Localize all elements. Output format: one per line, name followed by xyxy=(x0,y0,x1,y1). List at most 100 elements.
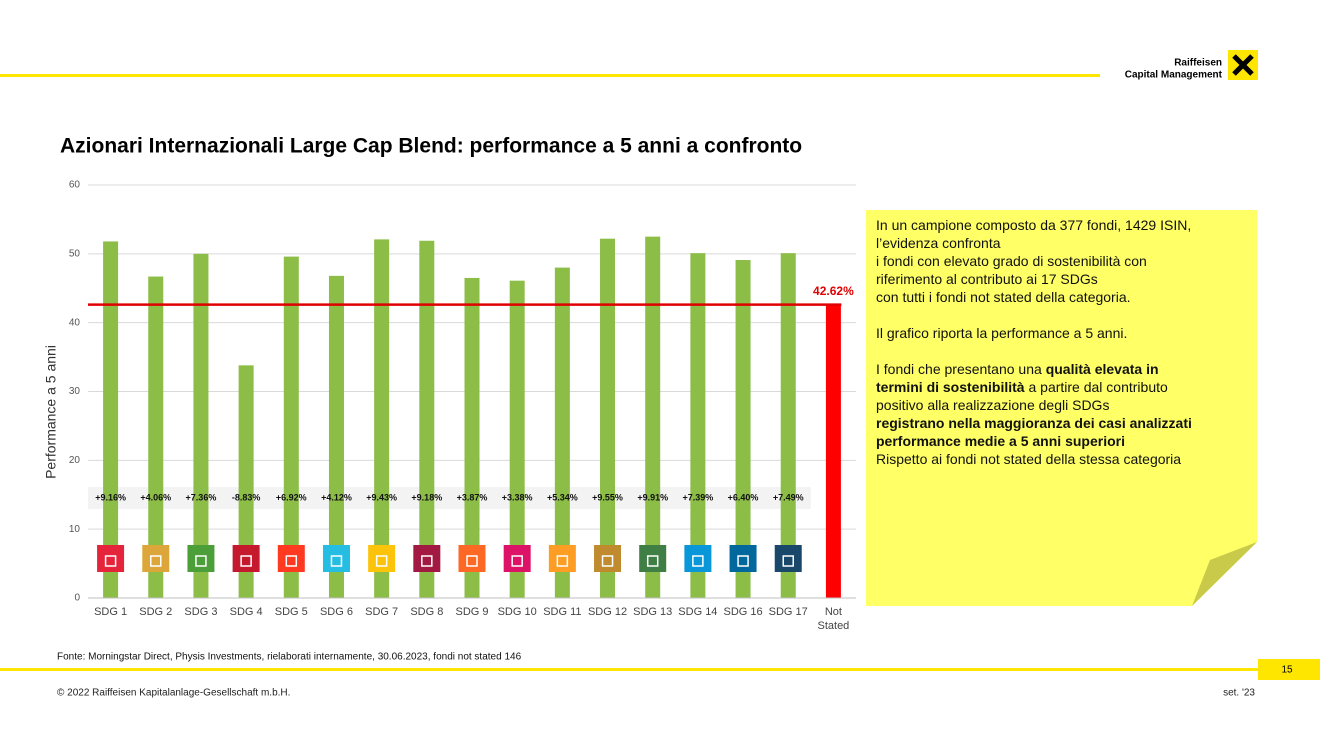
text-run: riferimento al contributo ai 17 SDGs xyxy=(876,271,1098,287)
line: performance medie a 5 anni superiori xyxy=(876,432,1251,450)
logo-cross xyxy=(1232,54,1254,76)
bar xyxy=(328,275,344,598)
page-box xyxy=(1258,659,1320,680)
x-tick-label: SDG 3 xyxy=(184,606,217,618)
copyright: © 2022 Raiffeisen Kapitalanlage-Gesellsc… xyxy=(57,688,290,699)
sdg-icon xyxy=(458,545,486,572)
text-run: registrano nella maggioranza dei casi an… xyxy=(876,415,1192,431)
sdg-icon-glyph xyxy=(195,555,207,567)
x-tick-label: Not Stated xyxy=(818,606,850,632)
annotation-band xyxy=(88,487,811,509)
y-tick-label: 30 xyxy=(69,386,81,397)
sdg-icon xyxy=(142,545,170,572)
sdg-icon xyxy=(232,545,260,572)
sdg-icon-glyph xyxy=(104,555,117,567)
sdg-icon-glyph xyxy=(511,555,523,567)
bar xyxy=(780,253,796,598)
sdg-icon-glyph xyxy=(285,555,298,567)
sdg-icon xyxy=(187,545,215,572)
line: positivo alla realizzazione degli SDGs xyxy=(876,396,1251,414)
paragraph: In un campione composto da 377 fondi, 14… xyxy=(876,216,1251,306)
line: l’evidenza confronta xyxy=(876,234,1251,252)
text-run: a partire dal contributo xyxy=(1024,379,1168,395)
x-tick-label: SDG 4 xyxy=(230,606,263,618)
y-axis-title: Performance a 5 anni xyxy=(43,345,59,479)
note-fold xyxy=(1192,542,1257,606)
reference-label: 42.62% xyxy=(813,284,854,298)
sdg-icon-glyph xyxy=(646,555,659,567)
sdg-icon xyxy=(368,545,396,572)
annotation: +9.16% xyxy=(95,492,126,502)
sdg-icon-glyph xyxy=(692,555,704,567)
sdg-icon xyxy=(503,545,531,572)
text-run: Rispetto ai fondi not stated della stess… xyxy=(876,451,1182,467)
annotation: +9.55% xyxy=(592,492,623,502)
sdg-icon xyxy=(97,545,125,572)
sdg-icon-glyph xyxy=(601,555,614,567)
annotation: +7.39% xyxy=(682,492,713,502)
annotation: +3.38% xyxy=(502,492,533,502)
x-tick-label: SDG 10 xyxy=(498,606,537,618)
y-tick-label: 0 xyxy=(74,593,80,604)
footer-rule xyxy=(0,668,1258,671)
sdg-icon xyxy=(322,545,350,572)
annotation: +9.18% xyxy=(411,492,442,502)
source: Fonte: Morningstar Direct, Physis Invest… xyxy=(57,652,522,663)
line: riferimento al contributo ai 17 SDGs xyxy=(876,270,1251,288)
sdg-icon-glyph xyxy=(421,555,433,567)
sdg-icon xyxy=(639,545,667,572)
text-run: i fondi con elevato grado di sostenibili… xyxy=(876,253,1147,269)
note-text: In un campione composto da 377 fondi, 14… xyxy=(876,216,1251,486)
line: i fondi con elevato grado di sostenibili… xyxy=(876,252,1251,270)
y-tick-label: 40 xyxy=(69,317,81,328)
bar xyxy=(148,276,164,598)
sdg-icon-glyph xyxy=(556,555,569,567)
paragraph: I fondi che presentano una qualità eleva… xyxy=(876,360,1251,468)
page-number: 15 xyxy=(1281,665,1293,676)
text-run: In un campione composto da 377 fondi, 14… xyxy=(876,217,1192,233)
y-tick-label: 60 xyxy=(69,180,81,191)
line: con tutti i fondi not stated della categ… xyxy=(876,288,1251,306)
x-tick-label: SDG 6 xyxy=(320,606,353,618)
text-run: con tutti i fondi not stated della categ… xyxy=(876,289,1131,305)
bar xyxy=(600,238,616,598)
line: Rispetto ai fondi not stated della stess… xyxy=(876,450,1251,468)
annotation: +4.06% xyxy=(140,492,171,502)
annotation: +7.36% xyxy=(186,492,217,502)
annotation: +6.92% xyxy=(276,492,307,502)
sdg-icon-glyph xyxy=(240,555,252,567)
line: Il grafico riporta la performance a 5 an… xyxy=(876,324,1251,342)
line: registrano nella maggioranza dei casi an… xyxy=(876,414,1251,432)
sdg-icon-glyph xyxy=(737,555,749,567)
x-tick-label: SDG 13 xyxy=(633,606,672,618)
x-tick-label: SDG 7 xyxy=(365,606,398,618)
text-run: I fondi che presentano una xyxy=(876,361,1046,377)
text-run: l’evidenza confronta xyxy=(876,235,1001,251)
text-run: termini di sostenibilità xyxy=(876,379,1025,395)
header-rule xyxy=(0,74,1100,77)
sdg-icon-glyph xyxy=(782,555,794,567)
annotation: +4.12% xyxy=(321,492,352,502)
line: In un campione composto da 377 fondi, 14… xyxy=(876,216,1251,234)
note-panel xyxy=(866,210,1257,606)
annotation: +9.43% xyxy=(366,492,397,502)
y-tick-label: 10 xyxy=(69,524,81,535)
sdg-icon-glyph xyxy=(330,555,343,567)
x-tick-label: SDG 17 xyxy=(769,606,808,618)
sdg-icon-glyph xyxy=(150,555,162,567)
text-run: qualità elevata in xyxy=(1045,361,1159,377)
bar xyxy=(825,304,841,598)
brand-line: Raiffeisen xyxy=(1174,58,1222,69)
sdg-icon xyxy=(413,545,441,572)
brand-line: Capital Management xyxy=(1125,70,1223,81)
x-tick-label: SDG 11 xyxy=(543,606,581,618)
x-tick-label: SDG 14 xyxy=(678,606,717,618)
bar xyxy=(690,253,706,598)
text-run: Il grafico riporta la performance a 5 an… xyxy=(876,325,1128,341)
bar xyxy=(238,365,254,598)
annotation: +6.40% xyxy=(728,492,759,502)
x-tick-label: SDG 5 xyxy=(275,606,308,618)
bar xyxy=(509,280,525,598)
annotation: +5.34% xyxy=(547,492,578,502)
